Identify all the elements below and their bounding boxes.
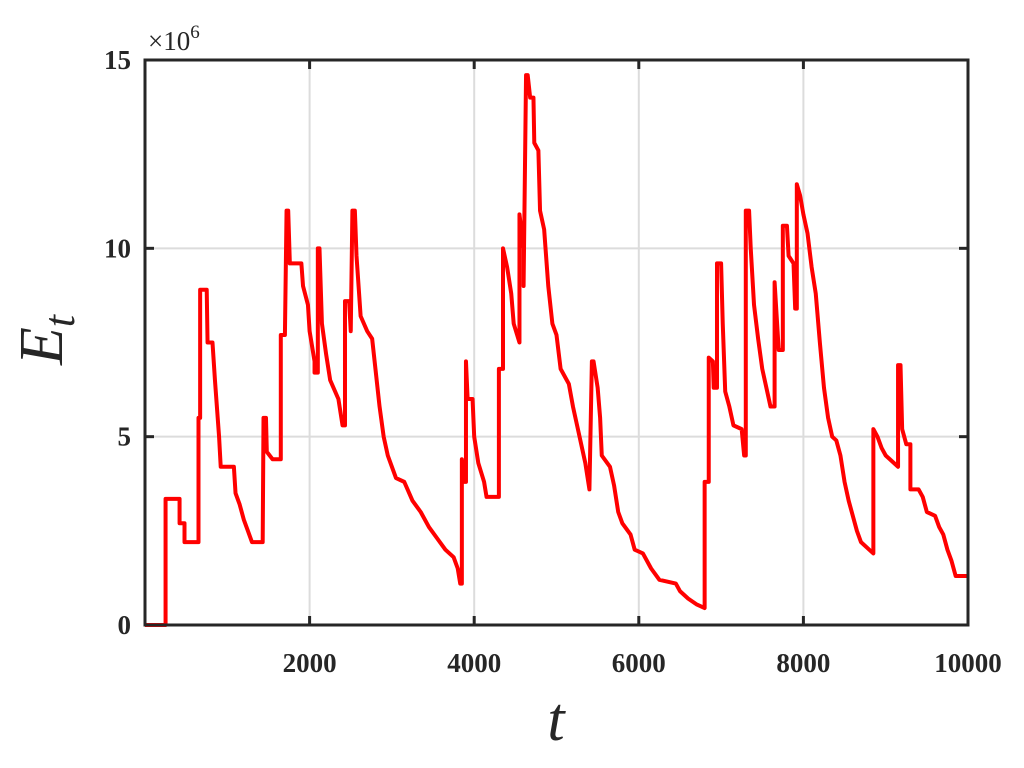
plot-frame [143, 58, 970, 627]
y-multiplier-base: ×10 [148, 26, 190, 56]
y-multiplier-exponent: 6 [190, 22, 200, 43]
y-axis-label-main: E [8, 327, 76, 366]
x-tick-label: 2000 [283, 648, 337, 678]
y-axis-label-sub: t [35, 313, 84, 327]
plot [145, 73, 968, 627]
x-tick-label: 6000 [612, 648, 666, 678]
y-tick-label: 5 [118, 422, 132, 452]
y-tick-label: 15 [104, 45, 131, 75]
y-tick-label: 10 [104, 233, 131, 263]
x-tick-label: 10000 [934, 648, 1002, 678]
y-axis-label: Et [8, 313, 84, 366]
x-tick-label: 4000 [447, 648, 501, 678]
x-tick-label: 8000 [776, 648, 830, 678]
data-line [145, 73, 968, 627]
y-tick-label: 0 [118, 610, 132, 640]
y-multiplier: ×106 [148, 22, 200, 56]
x-axis-label: t [547, 686, 566, 754]
